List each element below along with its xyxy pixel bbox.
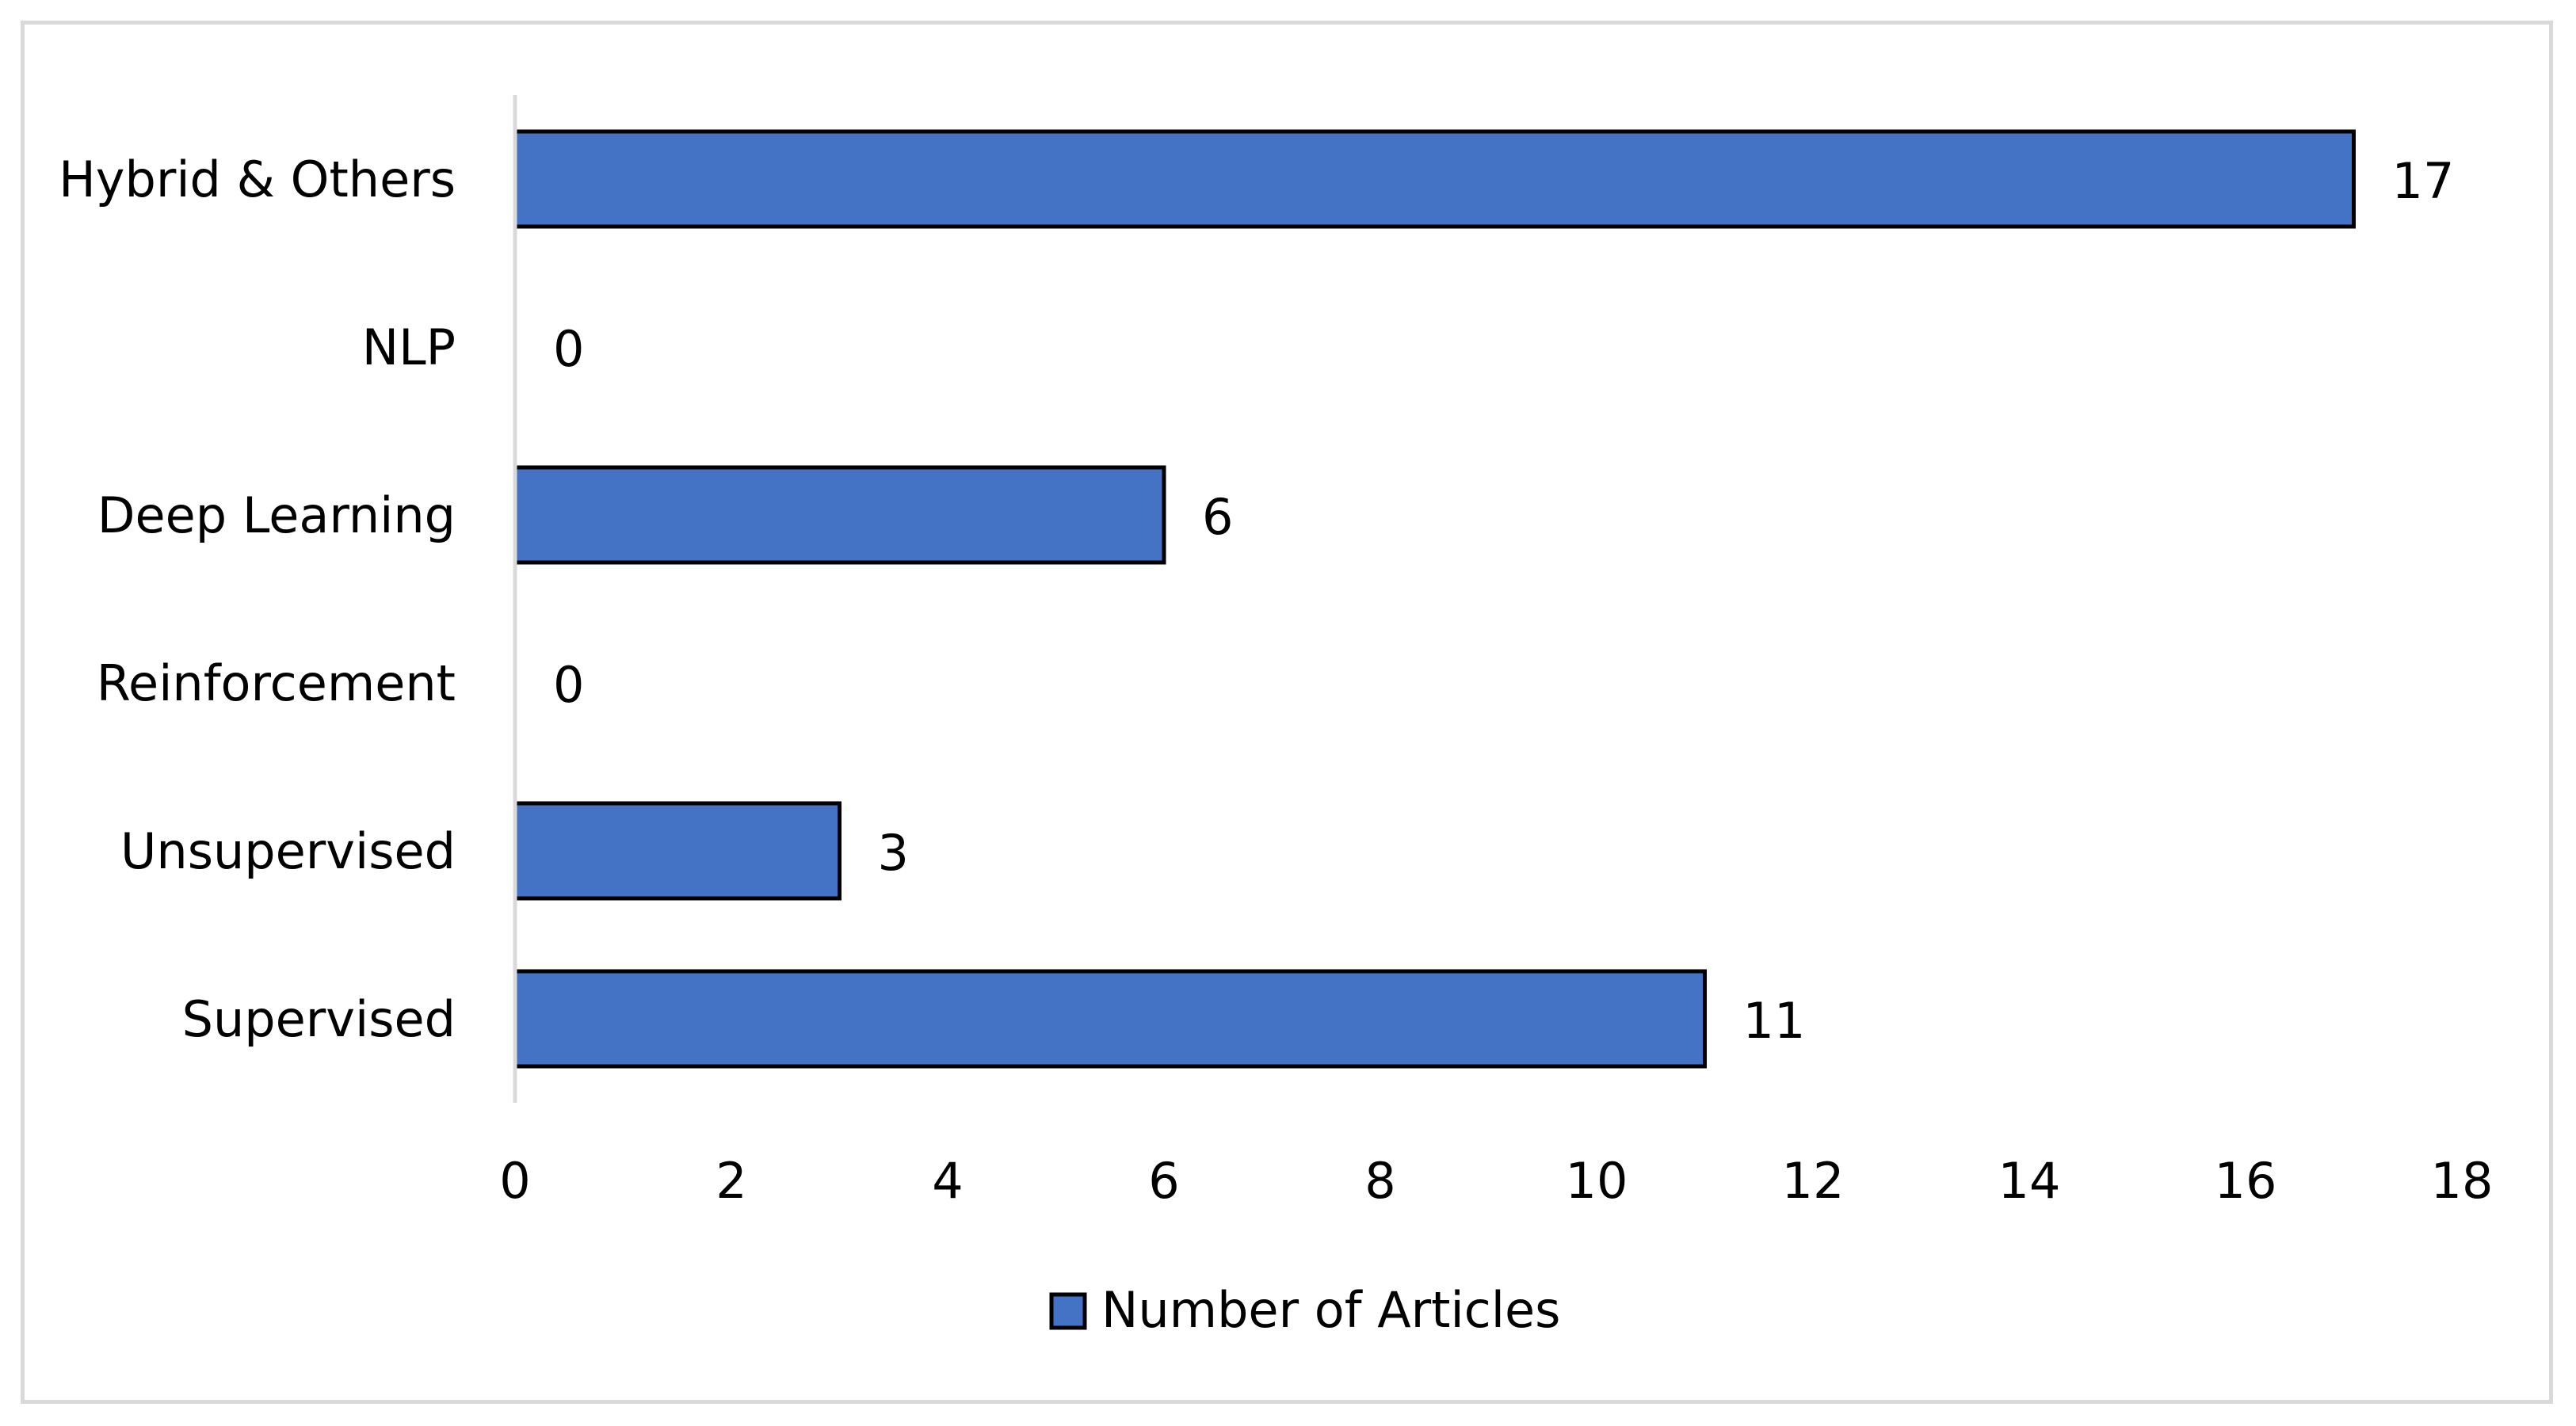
category-label: Deep Learning bbox=[97, 486, 456, 544]
x-tick-label: 14 bbox=[1998, 1152, 2061, 1210]
data-label: 3 bbox=[878, 824, 909, 882]
data-label: 6 bbox=[1202, 488, 1233, 546]
data-label: 11 bbox=[1743, 992, 1806, 1050]
category-label: Reinforcement bbox=[97, 654, 456, 712]
x-tick-label: 0 bbox=[499, 1152, 530, 1210]
x-tick-label: 18 bbox=[2431, 1152, 2494, 1210]
legend: Number of Articles bbox=[1049, 1281, 1560, 1339]
bar bbox=[513, 801, 841, 901]
chart-frame bbox=[21, 21, 2553, 1404]
data-label: 0 bbox=[553, 320, 584, 378]
x-tick-label: 8 bbox=[1364, 1152, 1395, 1210]
x-tick-label: 16 bbox=[2215, 1152, 2277, 1210]
category-label: Unsupervised bbox=[120, 822, 456, 880]
x-tick-label: 6 bbox=[1148, 1152, 1179, 1210]
data-labels: 11 3 0 6 0 17 bbox=[553, 152, 2454, 1050]
data-label: 17 bbox=[2392, 152, 2455, 210]
category-label: Hybrid & Others bbox=[59, 151, 456, 208]
category-label: NLP bbox=[362, 318, 456, 376]
bar bbox=[513, 129, 2356, 229]
category-labels: Supervised Unsupervised Reinforcement Deep … bbox=[59, 151, 456, 1048]
category-label: Supervised bbox=[182, 990, 456, 1048]
x-tick-label: 10 bbox=[1566, 1152, 1628, 1210]
bar bbox=[513, 465, 1166, 565]
x-axis-ticks: 0 2 4 6 8 10 12 14 16 18 bbox=[499, 1152, 2493, 1210]
x-tick-label: 2 bbox=[716, 1152, 746, 1210]
legend-label: Number of Articles bbox=[1101, 1281, 1560, 1339]
bar bbox=[513, 969, 1707, 1069]
x-tick-label: 12 bbox=[1782, 1152, 1845, 1210]
data-label: 0 bbox=[553, 656, 584, 714]
bars-layer bbox=[513, 129, 2356, 1069]
x-tick-label: 4 bbox=[932, 1152, 963, 1210]
legend-swatch bbox=[1049, 1292, 1087, 1330]
